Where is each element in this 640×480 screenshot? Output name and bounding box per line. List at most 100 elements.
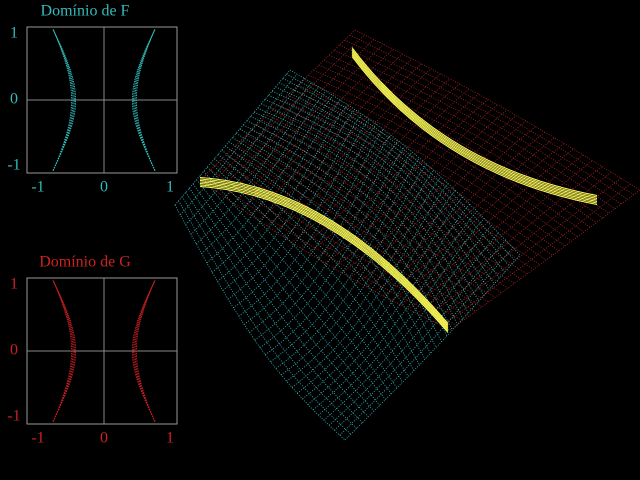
wireframe-surface xyxy=(174,69,521,441)
mesh-line xyxy=(238,124,377,317)
mesh-line xyxy=(339,247,514,436)
x-tick-label: 1 xyxy=(166,179,174,196)
mesh-line xyxy=(174,69,291,206)
y-tick-label: 0 xyxy=(10,342,18,359)
mesh-line xyxy=(203,171,392,395)
highlight-band xyxy=(351,56,598,205)
mesh-line xyxy=(313,69,591,228)
y-tick-label: 0 xyxy=(10,91,18,108)
mesh-line xyxy=(185,192,363,423)
y-tick-label: -1 xyxy=(7,408,20,425)
mesh-line xyxy=(207,166,398,389)
mesh-line xyxy=(292,89,566,247)
mesh-line xyxy=(241,139,502,294)
mesh-line xyxy=(344,39,628,200)
mesh-line xyxy=(344,254,521,441)
mesh-line xyxy=(225,145,426,360)
highlight-band xyxy=(199,184,449,332)
domain-curve xyxy=(135,280,156,422)
highlight-band xyxy=(351,50,598,199)
mesh-line xyxy=(239,128,448,337)
mesh-line xyxy=(266,68,432,227)
mesh-line xyxy=(253,111,469,313)
domain-curve xyxy=(52,280,74,422)
mesh-line xyxy=(334,49,616,210)
domain-curve xyxy=(133,280,156,422)
mesh-line xyxy=(339,44,622,205)
mesh-line xyxy=(196,86,320,245)
mesh-line xyxy=(349,34,635,196)
mesh-line xyxy=(274,73,441,232)
mesh-line xyxy=(233,48,394,204)
mesh-line xyxy=(261,103,480,302)
highlight-band xyxy=(351,54,598,204)
domain-curve xyxy=(52,280,73,422)
mesh-line xyxy=(282,78,511,267)
domain-curve xyxy=(133,29,156,171)
mesh-line xyxy=(211,99,341,273)
mesh-line xyxy=(230,149,489,303)
highlight-band xyxy=(351,48,598,198)
mesh-line xyxy=(286,176,442,382)
mesh-line xyxy=(249,134,391,333)
highlight-band xyxy=(351,47,598,196)
panel-title: Domínio de G xyxy=(39,254,131,271)
mesh-line xyxy=(210,162,403,383)
mesh-line xyxy=(199,175,386,400)
domain-curve xyxy=(135,29,156,171)
mesh-line xyxy=(281,170,435,376)
mesh-line xyxy=(258,63,422,221)
x-tick-label: 0 xyxy=(100,430,108,447)
mesh-line xyxy=(334,239,506,431)
x-tick-label: -1 xyxy=(31,430,44,447)
mesh-line xyxy=(250,116,464,319)
mesh-line xyxy=(249,58,413,216)
mesh-line xyxy=(214,158,409,377)
mesh-line xyxy=(227,113,363,300)
mesh-line xyxy=(316,99,489,259)
mesh-line xyxy=(307,203,471,405)
mesh-line xyxy=(303,79,578,238)
mesh-line xyxy=(302,196,463,400)
domain-curve xyxy=(52,29,74,171)
mesh-line xyxy=(271,90,495,285)
mesh-line xyxy=(323,225,492,421)
mesh-line xyxy=(217,104,348,282)
mesh-line xyxy=(416,166,603,314)
mesh-line xyxy=(408,160,593,310)
mesh-line xyxy=(298,84,572,242)
highlight-band xyxy=(199,177,449,324)
y-tick-label: 1 xyxy=(10,25,18,42)
mesh-line xyxy=(185,78,305,225)
y-tick-label: -1 xyxy=(7,157,20,174)
domain-curve xyxy=(52,29,73,171)
mesh-line xyxy=(178,200,352,435)
panel-title: Domínio de F xyxy=(41,3,130,20)
highlight-band xyxy=(199,186,449,333)
mesh-line xyxy=(424,172,612,318)
y-tick-label: 1 xyxy=(10,276,18,293)
domain-curve xyxy=(134,280,156,422)
highlight-band xyxy=(351,51,598,201)
mesh-line xyxy=(318,64,597,224)
mesh-line xyxy=(279,82,505,273)
highlight-band xyxy=(199,180,449,327)
mesh-line xyxy=(354,29,640,191)
domain-curve xyxy=(134,29,156,171)
mesh-line xyxy=(328,232,499,426)
mesh-line xyxy=(257,107,474,308)
x-tick-label: 0 xyxy=(100,179,108,196)
x-tick-label: 1 xyxy=(166,430,174,447)
mesh-line xyxy=(282,99,553,256)
mesh-line xyxy=(174,204,346,441)
mesh-line xyxy=(268,94,490,290)
mesh-line xyxy=(383,143,565,297)
mesh-line xyxy=(265,151,413,356)
mesh-line xyxy=(246,120,458,325)
domain-curve xyxy=(52,29,75,171)
highlight-band xyxy=(199,178,449,326)
mesh-line xyxy=(308,93,479,254)
domain-curve xyxy=(52,280,75,422)
